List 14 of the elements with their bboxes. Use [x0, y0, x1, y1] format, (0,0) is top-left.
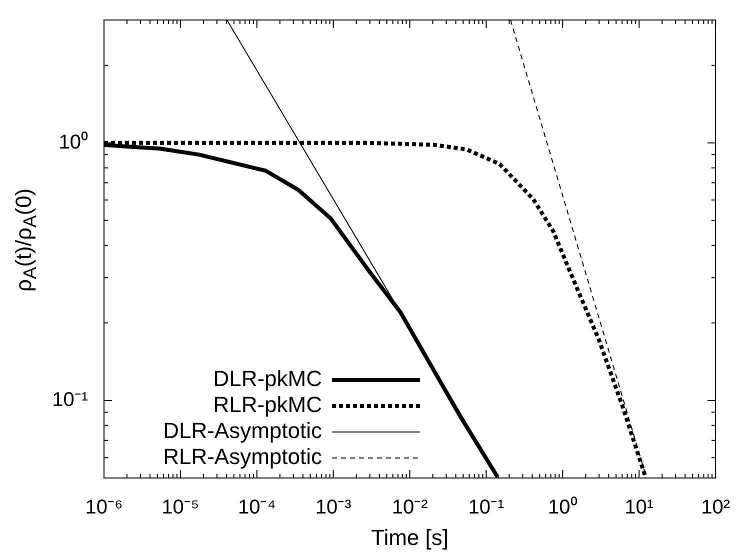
x-tick-label: 10² — [701, 496, 730, 519]
x-tick-label: 10⁻³ — [315, 496, 352, 519]
x-axis-title: Time [s] — [371, 524, 448, 550]
x-tick-label: 10⁻⁵ — [162, 496, 200, 519]
x-tick-label: 10⁻¹ — [468, 496, 505, 519]
x-tick-label: 10⁻² — [392, 496, 428, 519]
legend-label: DLR-Asymptotic — [163, 418, 322, 444]
legend-label: DLR-pkMC — [213, 366, 322, 392]
legend-label: RLR-Asymptotic — [163, 444, 322, 470]
x-tick-label: 10⁻⁴ — [238, 496, 276, 519]
x-tick-label: 10⁰ — [548, 496, 578, 519]
legend-label: RLR-pkMC — [213, 392, 322, 418]
x-tick-label: 10¹ — [624, 496, 654, 519]
x-tick-label: 10⁻⁶ — [85, 496, 123, 519]
